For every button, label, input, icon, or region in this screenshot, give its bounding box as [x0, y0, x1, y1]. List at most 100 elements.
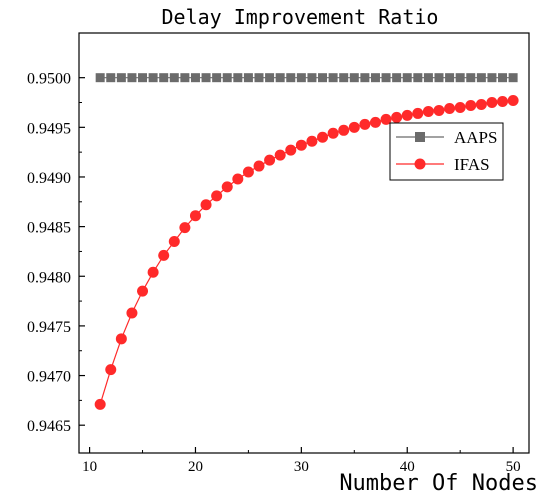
- data-point-ifas: [94, 398, 106, 410]
- data-point-ifas: [359, 118, 371, 130]
- data-point-aaps: [498, 73, 508, 83]
- data-point-aaps: [445, 73, 455, 83]
- y-tick-label: 0.9475: [27, 319, 71, 336]
- data-point-aaps: [381, 73, 391, 83]
- legend: AAPS IFAS: [389, 122, 504, 181]
- data-point-aaps: [201, 73, 211, 83]
- data-point-ifas: [115, 333, 127, 345]
- data-point-aaps: [106, 73, 116, 83]
- data-point-aaps: [476, 73, 486, 83]
- data-point-aaps: [423, 73, 433, 83]
- data-point-ifas: [285, 144, 297, 156]
- legend-box: [389, 122, 504, 181]
- chart-title: Delay Improvement Ratio: [162, 5, 439, 29]
- data-point-aaps: [360, 73, 370, 83]
- data-point-aaps: [190, 73, 200, 83]
- x-axis: 10 20 30 40 50: [82, 447, 521, 475]
- data-point-aaps: [95, 73, 105, 83]
- plot-series: [94, 73, 519, 410]
- data-point-aaps: [296, 73, 306, 83]
- data-point-ifas: [253, 160, 265, 172]
- data-point-aaps: [339, 73, 349, 83]
- data-point-ifas: [137, 285, 149, 297]
- data-point-aaps: [307, 73, 317, 83]
- x-tick-label: 40: [400, 459, 415, 475]
- data-point-aaps: [318, 73, 328, 83]
- data-point-ifas: [465, 99, 477, 111]
- data-point-aaps: [487, 73, 497, 83]
- data-point-ifas: [179, 222, 191, 234]
- data-point-ifas: [412, 107, 424, 119]
- data-point-ifas: [401, 109, 413, 121]
- data-point-aaps: [222, 73, 232, 83]
- data-point-aaps: [286, 73, 296, 83]
- y-tick-label: 0.9485: [27, 220, 71, 237]
- data-point-ifas: [327, 127, 339, 139]
- data-point-ifas: [211, 190, 223, 202]
- legend-marker-aaps: [415, 132, 425, 142]
- data-point-ifas: [189, 210, 201, 222]
- data-point-aaps: [212, 73, 222, 83]
- x-tick-label: 10: [82, 459, 97, 475]
- y-tick-label: 0.9480: [27, 269, 71, 286]
- data-point-ifas: [475, 98, 487, 110]
- data-point-ifas: [348, 121, 360, 133]
- data-point-aaps: [169, 73, 179, 83]
- data-point-ifas: [274, 149, 286, 161]
- data-point-ifas: [497, 96, 509, 108]
- data-point-ifas: [391, 111, 403, 123]
- data-point-aaps: [243, 73, 253, 83]
- data-point-aaps: [138, 73, 148, 83]
- data-point-aaps: [466, 73, 476, 83]
- data-point-ifas: [454, 101, 466, 113]
- data-point-ifas: [444, 102, 456, 114]
- data-point-ifas: [168, 236, 180, 248]
- legend-label-aaps: AAPS: [454, 128, 497, 147]
- y-tick-label: 0.9470: [27, 369, 71, 386]
- data-point-aaps: [392, 73, 402, 83]
- data-point-ifas: [126, 307, 138, 319]
- data-point-ifas: [369, 116, 381, 128]
- x-tick-label: 50: [506, 459, 521, 475]
- data-point-aaps: [402, 73, 412, 83]
- data-point-aaps: [370, 73, 380, 83]
- x-axis-label: Number Of Nodes: [339, 471, 538, 496]
- y-tick-label: 0.9495: [27, 120, 71, 137]
- data-point-ifas: [242, 166, 254, 178]
- data-point-ifas: [158, 249, 170, 261]
- y-axis: 0.9465 0.9470 0.9475 0.9480 0.9485 0.9490 0.94…: [27, 71, 85, 435]
- data-point-ifas: [306, 135, 318, 147]
- data-point-aaps: [180, 73, 190, 83]
- x-tick-label: 30: [294, 459, 309, 475]
- data-point-ifas: [422, 105, 434, 117]
- data-point-aaps: [349, 73, 359, 83]
- x-tick-label: 20: [188, 459, 203, 475]
- data-point-ifas: [507, 95, 519, 107]
- legend-label-ifas: IFAS: [454, 155, 490, 174]
- data-point-ifas: [338, 124, 350, 136]
- data-point-ifas: [317, 131, 329, 143]
- data-point-ifas: [486, 97, 498, 109]
- data-point-ifas: [232, 173, 244, 185]
- data-point-aaps: [127, 73, 137, 83]
- data-point-aaps: [159, 73, 169, 83]
- data-point-aaps: [254, 73, 264, 83]
- data-point-ifas: [295, 139, 307, 151]
- data-point-aaps: [328, 73, 338, 83]
- data-point-aaps: [148, 73, 158, 83]
- data-point-ifas: [147, 266, 159, 278]
- data-point-ifas: [221, 181, 233, 193]
- data-point-aaps: [455, 73, 465, 83]
- data-point-aaps: [508, 73, 518, 83]
- y-tick-label: 0.9490: [27, 170, 71, 187]
- y-tick-label: 0.9465: [27, 418, 71, 435]
- data-point-ifas: [380, 113, 392, 125]
- data-point-ifas: [264, 154, 276, 166]
- data-point-aaps: [434, 73, 444, 83]
- data-point-ifas: [200, 199, 212, 211]
- data-point-ifas: [433, 104, 445, 116]
- data-point-aaps: [275, 73, 285, 83]
- data-point-aaps: [265, 73, 275, 83]
- data-point-aaps: [413, 73, 423, 83]
